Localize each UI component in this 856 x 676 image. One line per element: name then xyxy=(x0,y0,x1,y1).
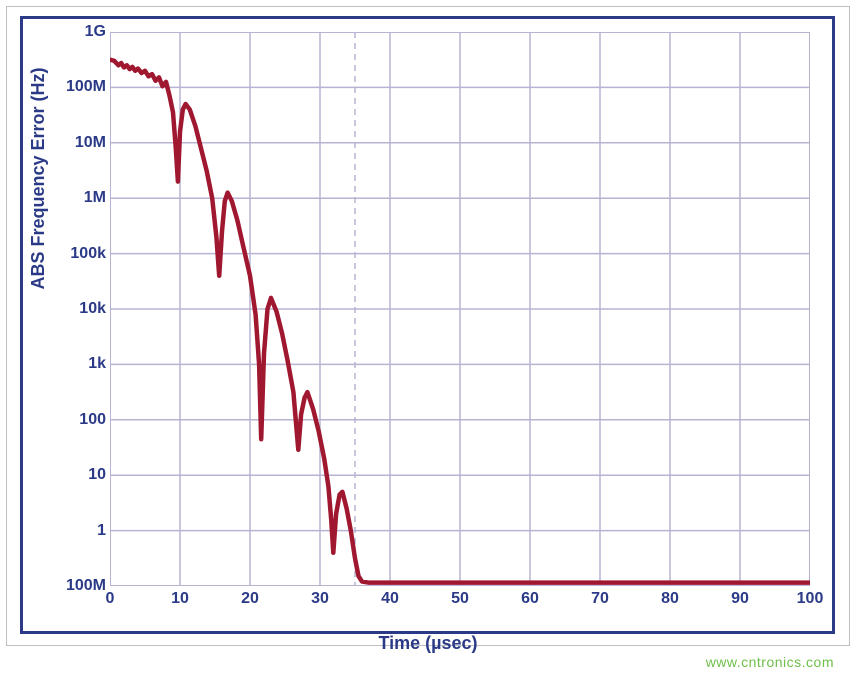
x-tick-label: 80 xyxy=(661,590,679,608)
x-tick-label: 50 xyxy=(451,590,469,608)
x-tick-label: 20 xyxy=(241,590,259,608)
watermark: www.cntronics.com xyxy=(706,654,834,670)
x-tick-label: 0 xyxy=(106,590,115,608)
x-tick-label: 60 xyxy=(521,590,539,608)
y-tick-label: 1k xyxy=(26,355,106,373)
x-tick-label: 90 xyxy=(731,590,749,608)
x-tick-label: 30 xyxy=(311,590,329,608)
x-tick-label: 10 xyxy=(171,590,189,608)
y-tick-label: 10M xyxy=(26,134,106,152)
x-tick-label: 100 xyxy=(797,590,824,608)
x-tick-label: 70 xyxy=(591,590,609,608)
y-tick-label: 1G xyxy=(26,23,106,41)
y-tick-label: 1M xyxy=(26,189,106,207)
chart-svg xyxy=(110,32,810,586)
y-tick-label: 10 xyxy=(26,466,106,484)
chart-plot-area xyxy=(110,32,810,586)
y-tick-label: 1 xyxy=(26,522,106,540)
y-tick-label: 10k xyxy=(26,300,106,318)
y-tick-label: 100M xyxy=(26,78,106,96)
x-tick-label: 40 xyxy=(381,590,399,608)
y-tick-label: 100 xyxy=(26,411,106,429)
x-axis-label: Time (µsec) xyxy=(0,633,856,654)
y-tick-label: 100M xyxy=(26,577,106,595)
y-tick-label: 100k xyxy=(26,245,106,263)
